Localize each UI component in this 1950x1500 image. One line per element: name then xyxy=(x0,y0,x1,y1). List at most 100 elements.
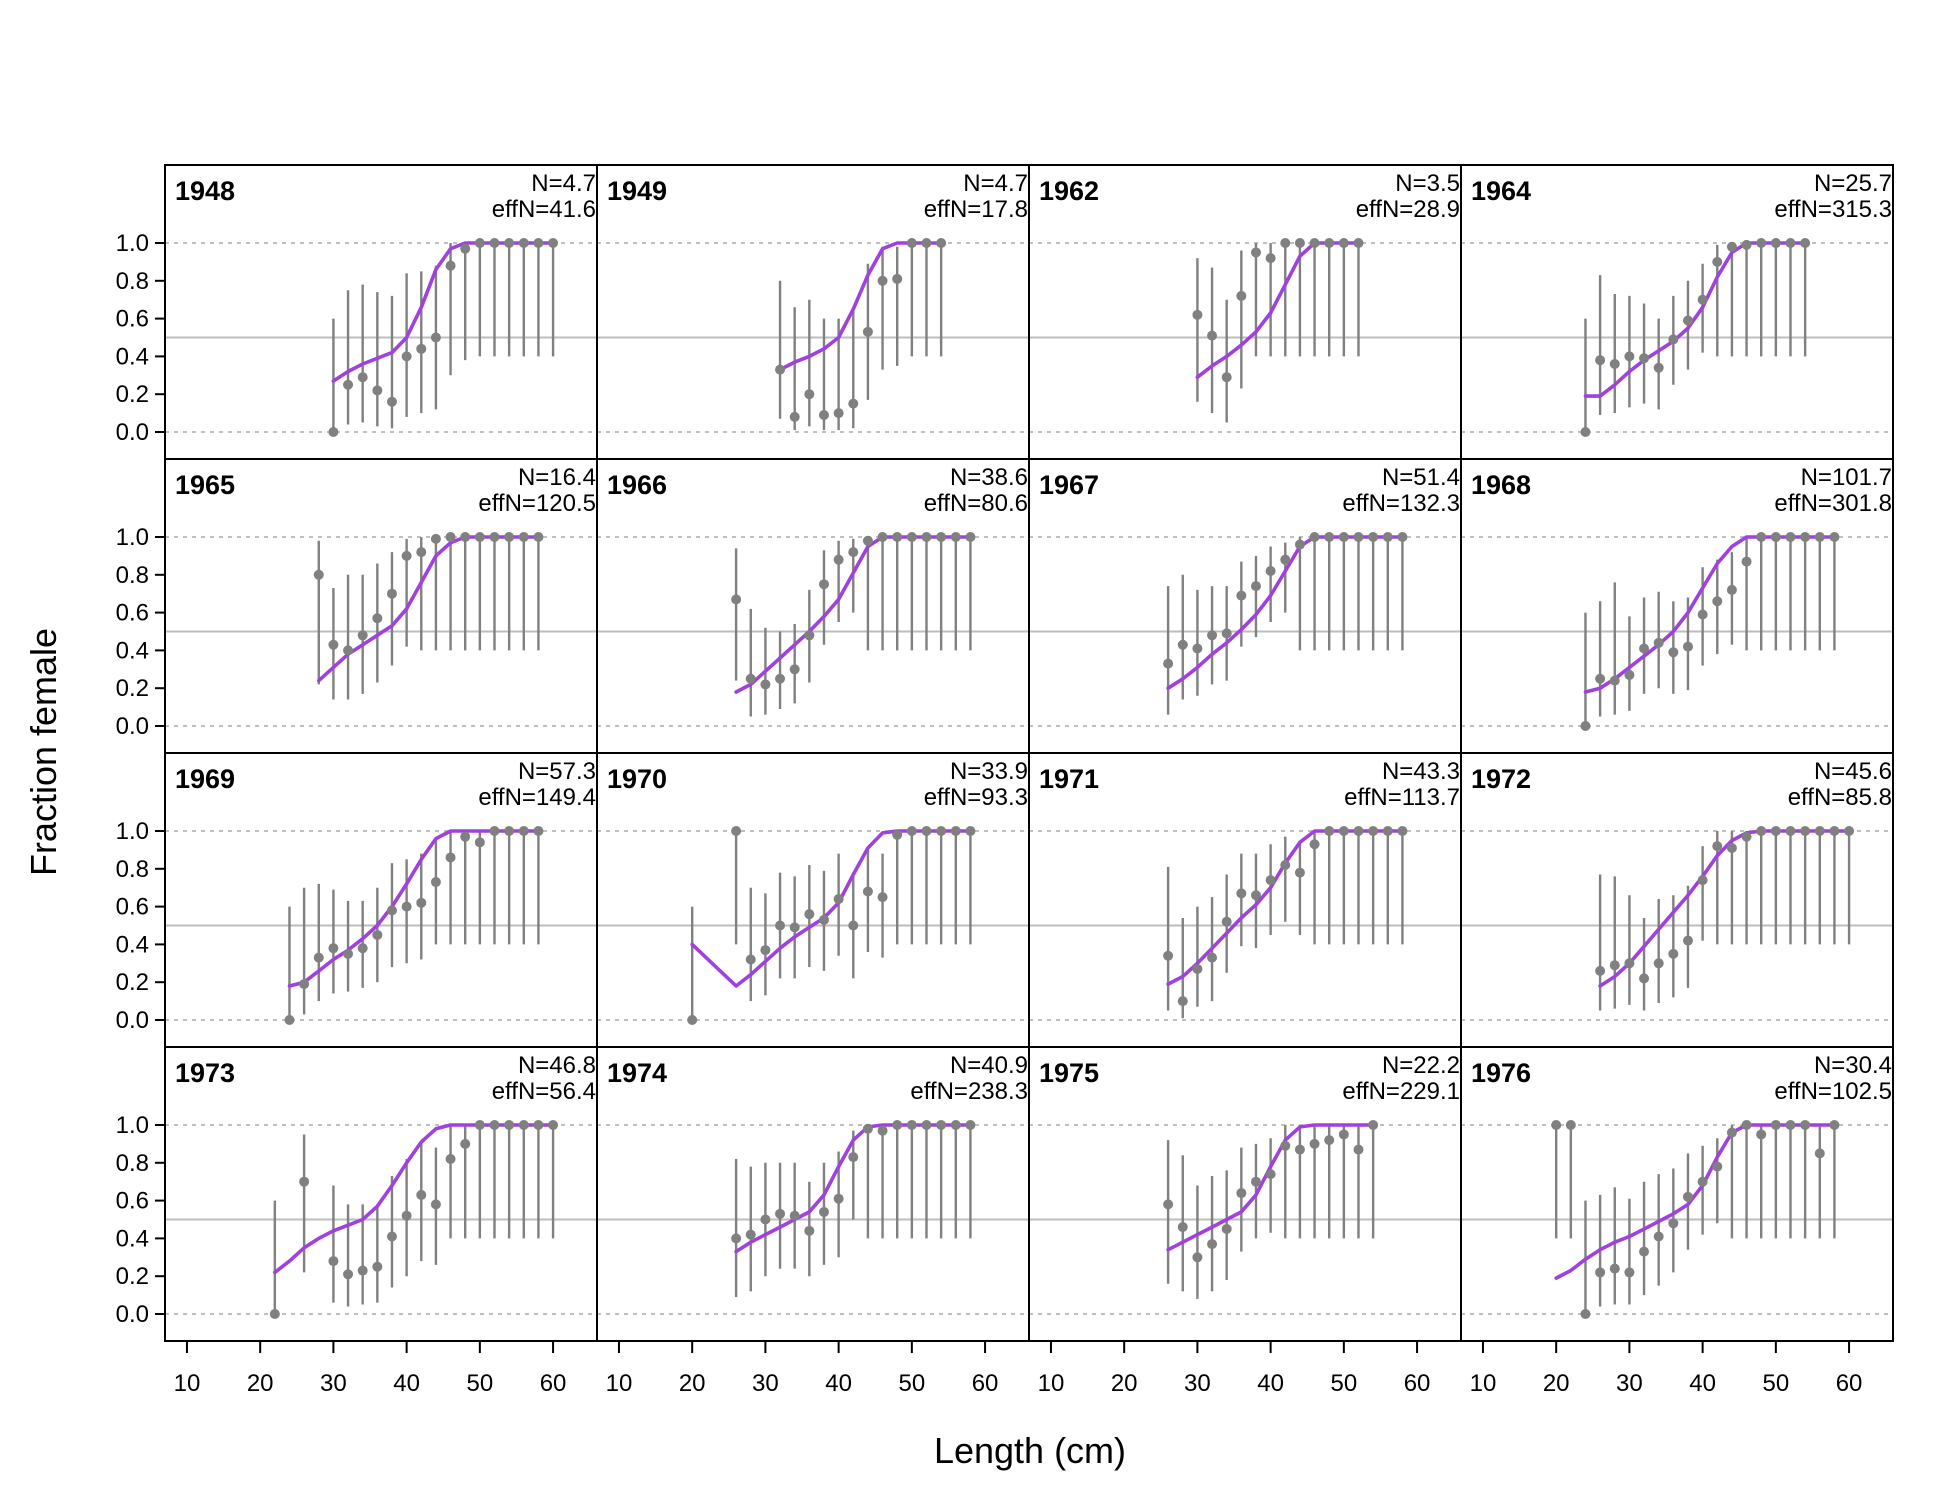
obs-point xyxy=(1294,867,1305,878)
obs-point xyxy=(1309,1138,1320,1149)
obs-point xyxy=(1309,532,1320,542)
obs-point xyxy=(1829,532,1840,542)
obs-point xyxy=(745,673,756,684)
obs-point xyxy=(474,238,485,248)
obs-point xyxy=(1609,675,1620,686)
obs-point xyxy=(474,837,485,848)
obs-point xyxy=(1324,238,1335,248)
obs-point xyxy=(416,547,427,558)
obs-point xyxy=(1353,826,1364,836)
obs-point xyxy=(892,273,903,284)
panel-effn-label: effN=113.7 xyxy=(1344,784,1460,811)
obs-point xyxy=(1741,556,1752,567)
obs-point xyxy=(862,886,873,897)
obs-point xyxy=(1294,238,1305,248)
y-tick-label: 0.6 xyxy=(116,306,149,333)
panel-year-label: 1974 xyxy=(607,1058,667,1088)
panel-effn-label: effN=102.5 xyxy=(1774,1078,1892,1105)
fit-line xyxy=(1166,1123,1375,1252)
obs-point xyxy=(936,532,947,542)
obs-point xyxy=(343,645,354,656)
obs-point xyxy=(416,343,427,354)
x-tick-label: 10 xyxy=(1470,1370,1497,1397)
obs-point xyxy=(518,532,529,542)
obs-point xyxy=(1756,1129,1767,1140)
obs-point xyxy=(775,673,786,684)
obs-point xyxy=(489,826,500,836)
obs-point xyxy=(1712,841,1723,852)
obs-point xyxy=(818,409,829,420)
obs-point xyxy=(1353,1144,1364,1155)
obs-point xyxy=(1595,965,1606,976)
obs-point xyxy=(862,1123,873,1134)
fit-line xyxy=(316,535,541,683)
obs-point xyxy=(386,905,397,916)
fit-line xyxy=(331,241,555,383)
panel-n-label: N=101.7 xyxy=(1801,464,1892,491)
obs-point xyxy=(401,1210,412,1221)
obs-point xyxy=(460,532,471,542)
obs-point xyxy=(430,332,441,343)
obs-point xyxy=(848,920,859,931)
obs-point xyxy=(1814,1148,1825,1159)
obs-point xyxy=(1192,643,1203,654)
obs-point xyxy=(1770,532,1781,542)
x-tick-label: 10 xyxy=(174,1370,201,1397)
obs-point xyxy=(1580,1309,1591,1319)
obs-point xyxy=(1624,958,1635,969)
obs-point xyxy=(1280,860,1291,871)
obs-point xyxy=(775,364,786,375)
y-tick-label: 0.0 xyxy=(116,1007,149,1034)
obs-point xyxy=(489,1120,500,1130)
obs-point xyxy=(1294,539,1305,550)
obs-point xyxy=(1338,826,1349,836)
obs-point xyxy=(1829,1120,1840,1130)
y-tick-label: 0.4 xyxy=(116,1225,149,1252)
obs-point xyxy=(921,238,932,248)
x-tick-label: 30 xyxy=(1184,1370,1211,1397)
panel-n-label: N=40.9 xyxy=(950,1052,1028,1079)
panel-year-label: 1965 xyxy=(175,470,235,500)
obs-point xyxy=(950,532,961,542)
obs-point xyxy=(1368,1120,1379,1130)
obs-point xyxy=(1624,669,1635,680)
obs-point xyxy=(328,427,339,437)
obs-point xyxy=(833,408,844,419)
obs-point xyxy=(892,1120,903,1130)
panel-n-label: N=4.7 xyxy=(531,170,596,197)
y-tick-label: 0.8 xyxy=(116,1150,149,1177)
y-tick-label: 1.0 xyxy=(116,524,149,551)
obs-point xyxy=(1639,643,1650,654)
y-tick-label: 0.2 xyxy=(116,1263,149,1290)
panel-effn-label: effN=301.8 xyxy=(1774,490,1892,517)
obs-point xyxy=(775,920,786,931)
obs-point xyxy=(1265,875,1276,886)
panel-effn-label: effN=315.3 xyxy=(1774,196,1892,223)
obs-point xyxy=(1639,973,1650,984)
obs-point xyxy=(401,550,412,561)
obs-point xyxy=(1682,1191,1693,1202)
obs-point xyxy=(430,533,441,544)
obs-point xyxy=(1741,831,1752,842)
obs-point xyxy=(906,532,917,542)
y-tick-label: 0.4 xyxy=(116,931,149,958)
y-axis-row-2: 0.0 0.2 0.4 0.6 0.8 1.0 xyxy=(116,524,165,740)
x-tick-label: 60 xyxy=(972,1370,999,1397)
obs-point xyxy=(1726,843,1737,854)
x-tick-label: 20 xyxy=(247,1370,274,1397)
obs-point xyxy=(687,1015,698,1025)
obs-point xyxy=(1163,1199,1174,1210)
obs-point xyxy=(848,398,859,409)
x-tick-label: 50 xyxy=(898,1370,925,1397)
x-tick-label: 60 xyxy=(1836,1370,1863,1397)
obs-point xyxy=(1668,948,1679,959)
obs-point xyxy=(1221,1223,1232,1234)
obs-point xyxy=(892,829,903,840)
